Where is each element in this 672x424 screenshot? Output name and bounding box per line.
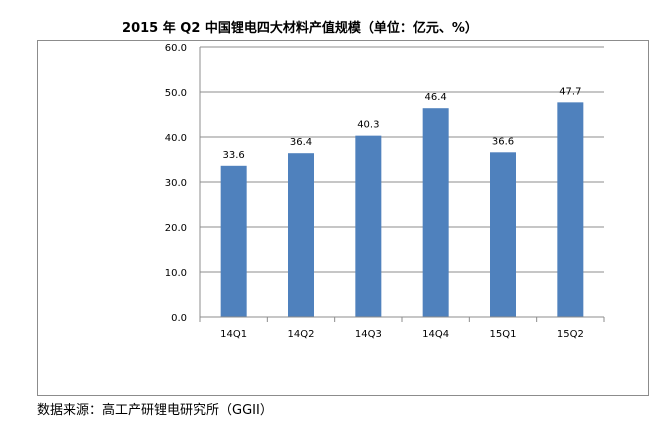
x-tick-label-14Q1: 14Q1	[220, 329, 247, 340]
data-label-14Q3: 40.3	[357, 120, 379, 131]
x-tick-label-14Q2: 14Q2	[288, 329, 315, 340]
labels: 0.0 10.0 20.0 30.0 40.0 50.0 60.0 33.6 14Q1 36.4 1…	[165, 43, 584, 340]
gridlines	[200, 46, 604, 318]
x-tick-label-14Q3: 14Q3	[355, 329, 382, 340]
axes	[199, 47, 605, 322]
x-tick-label-15Q1: 15Q1	[490, 329, 517, 340]
chart-frame	[37, 40, 649, 396]
bar-14Q1	[220, 165, 247, 317]
y-tick-label: 20.0	[165, 223, 187, 234]
bar-14Q2	[288, 153, 314, 317]
x-tick-label-15Q2: 15Q2	[557, 329, 584, 340]
bar-15Q2	[557, 102, 584, 317]
data-label-14Q1: 33.6	[223, 150, 245, 161]
data-label-14Q2: 36.4	[290, 137, 312, 148]
y-tick-label: 10.0	[165, 268, 187, 279]
source-note: 数据来源：高工产研锂电研究所（GGII）	[37, 403, 273, 418]
data-label-15Q2: 47.7	[559, 86, 581, 97]
x-tick-label-14Q4: 14Q4	[422, 329, 449, 340]
chart-title: 2015 年 Q2 中国锂电四大材料产值规模（单位：亿元、%）	[122, 21, 478, 36]
y-tick-label: 60.0	[165, 43, 187, 54]
bar-14Q4	[422, 108, 449, 317]
bar-15Q1	[490, 152, 516, 317]
y-tick-label: 40.0	[165, 133, 187, 144]
bars	[220, 102, 584, 317]
y-tick-label: 0.0	[171, 313, 187, 324]
data-label-14Q4: 46.4	[425, 92, 447, 103]
bar-14Q3	[355, 135, 382, 317]
y-tick-label: 50.0	[165, 88, 187, 99]
data-label-15Q1: 36.6	[492, 136, 514, 147]
y-tick-label: 30.0	[165, 178, 187, 189]
